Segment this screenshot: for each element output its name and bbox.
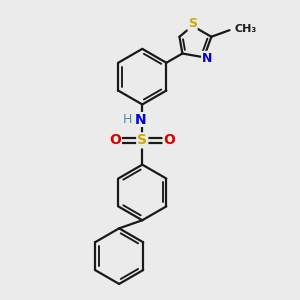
Text: S: S: [188, 17, 197, 30]
Text: S: S: [137, 133, 147, 147]
Text: CH₃: CH₃: [234, 24, 256, 34]
Text: N: N: [135, 112, 146, 127]
Text: O: O: [164, 133, 175, 147]
Text: H: H: [123, 113, 132, 126]
Text: N: N: [202, 52, 212, 64]
Text: O: O: [109, 133, 121, 147]
